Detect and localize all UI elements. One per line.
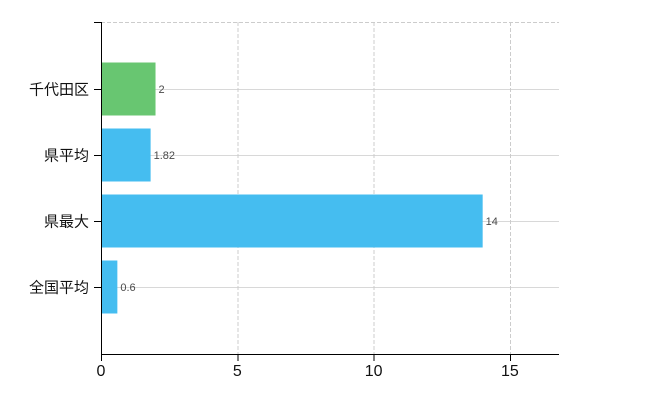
bar-value-label: 1.82 <box>154 150 175 162</box>
bar-2 <box>102 194 483 248</box>
bar-value-label: 14 <box>486 216 498 228</box>
x-tick-label: 10 <box>365 363 383 380</box>
bar-3 <box>102 260 118 314</box>
x-tick-label: 0 <box>97 363 106 380</box>
bar-0 <box>102 62 156 116</box>
x-tick-label: 5 <box>233 363 242 380</box>
category-label: 県平均 <box>44 147 89 164</box>
category-label: 県最大 <box>44 213 89 230</box>
category-label: 千代田区 <box>29 81 89 98</box>
bar-value-label: 2 <box>159 84 165 96</box>
category-label: 全国平均 <box>29 278 89 296</box>
bar-value-label: 0.6 <box>120 282 135 294</box>
x-tick-label: 15 <box>501 363 519 380</box>
bar-1 <box>102 128 151 182</box>
